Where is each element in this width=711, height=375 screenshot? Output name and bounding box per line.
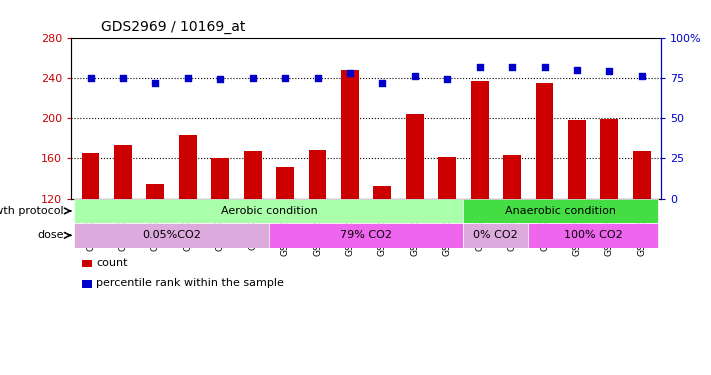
Point <box>636 73 648 79</box>
Text: 0% CO2: 0% CO2 <box>474 230 518 240</box>
Point <box>117 75 129 81</box>
Point <box>442 76 453 82</box>
Point <box>571 67 582 73</box>
Point <box>474 63 486 69</box>
Bar <box>568 120 586 199</box>
Bar <box>244 152 262 199</box>
Point <box>539 63 550 69</box>
Bar <box>276 166 294 199</box>
Bar <box>464 223 528 248</box>
Point <box>344 70 356 76</box>
Point <box>377 80 388 86</box>
Point <box>182 75 193 81</box>
Text: 0.05%CO2: 0.05%CO2 <box>142 230 201 240</box>
Point <box>247 75 258 81</box>
Bar <box>438 158 456 199</box>
Text: GDS2969 / 10169_at: GDS2969 / 10169_at <box>101 20 245 34</box>
Bar <box>179 135 197 199</box>
Bar <box>75 199 464 223</box>
Point <box>506 63 518 69</box>
Bar <box>633 152 651 199</box>
Text: 100% CO2: 100% CO2 <box>564 230 623 240</box>
Point <box>312 75 324 81</box>
Bar <box>406 114 424 199</box>
Text: 79% CO2: 79% CO2 <box>340 230 392 240</box>
Bar <box>114 146 132 199</box>
Text: percentile rank within the sample: percentile rank within the sample <box>96 278 284 288</box>
Text: count: count <box>96 258 127 267</box>
Bar <box>146 184 164 199</box>
Bar <box>528 223 658 248</box>
Bar <box>341 70 359 199</box>
Bar <box>75 223 269 248</box>
Bar <box>464 199 658 223</box>
Point <box>215 76 226 82</box>
Point <box>279 75 291 81</box>
Bar <box>373 186 391 199</box>
Bar <box>471 81 488 199</box>
Bar <box>503 155 521 199</box>
Point <box>409 73 420 79</box>
Point <box>150 80 161 86</box>
Text: dose: dose <box>38 230 64 240</box>
Bar <box>309 150 326 199</box>
Bar <box>269 223 464 248</box>
Text: Aerobic condition: Aerobic condition <box>220 206 317 216</box>
Point <box>604 68 615 74</box>
Bar <box>82 153 100 199</box>
Text: Anaerobic condition: Anaerobic condition <box>506 206 616 216</box>
Bar <box>535 83 553 199</box>
Text: growth protocol: growth protocol <box>0 206 64 216</box>
Bar <box>600 119 619 199</box>
Bar <box>211 158 229 199</box>
Point <box>85 75 96 81</box>
